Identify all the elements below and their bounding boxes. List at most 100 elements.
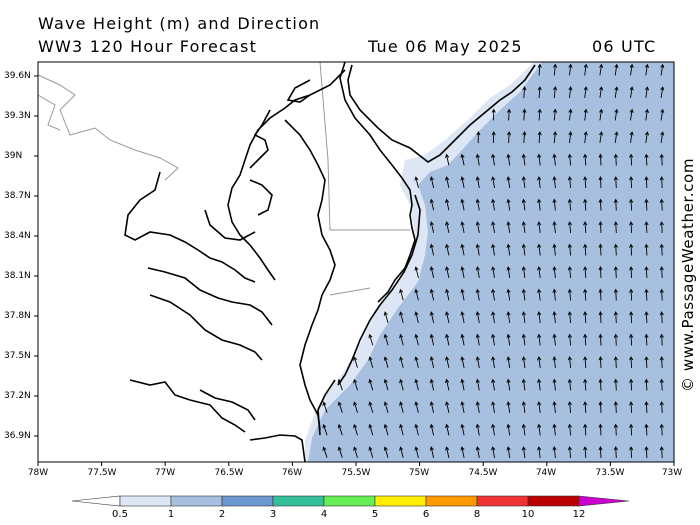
wave-arrow — [337, 378, 343, 391]
wave-arrow — [659, 356, 664, 369]
wave-arrow — [475, 423, 480, 436]
sea-wave-area — [308, 62, 674, 462]
wave-arrow — [614, 108, 619, 121]
wave-arrow — [567, 221, 572, 234]
wave-arrow — [629, 221, 634, 234]
colorbar-segment — [272, 495, 325, 507]
wave-arrow — [368, 446, 374, 458]
map-frame — [37, 61, 675, 463]
wave-arrow — [445, 423, 450, 436]
wave-arrow — [322, 401, 328, 413]
wave-arrow — [475, 333, 480, 346]
lat-label: 39N — [4, 151, 23, 161]
wave-arrow — [644, 176, 649, 189]
wave-arrow — [537, 378, 542, 391]
wave-arrow — [460, 423, 465, 436]
wave-arrow — [506, 243, 511, 256]
wave-arrow — [629, 176, 634, 189]
wave-arrow — [414, 288, 419, 301]
wave-arrow — [491, 221, 496, 233]
wave-arrow — [629, 333, 634, 346]
wave-arrow — [537, 333, 542, 346]
wave-arrow — [414, 266, 419, 278]
wave-direction-arrows — [322, 63, 665, 459]
wave-arrow — [368, 356, 374, 368]
wave-arrow — [322, 446, 328, 458]
wave-arrow — [445, 356, 450, 368]
wave-arrow — [598, 333, 603, 346]
wave-arrow — [613, 176, 618, 189]
wave-arrow — [567, 266, 572, 279]
wave-arrow — [598, 401, 603, 414]
wave-arrow — [506, 131, 512, 144]
wave-arrow — [583, 378, 588, 391]
wave-arrow — [414, 176, 419, 188]
wave-arrow — [629, 131, 634, 143]
axis-ticks — [34, 75, 675, 466]
lon-label: 73W — [661, 468, 683, 478]
wave-arrow — [614, 86, 619, 98]
wave-arrow — [644, 288, 649, 301]
wave-arrow — [475, 198, 480, 211]
wave-arrow — [598, 288, 603, 301]
wave-arrow — [613, 243, 618, 256]
wave-arrow — [521, 288, 526, 301]
wave-arrow — [552, 153, 557, 166]
lon-label: 75.5W — [341, 468, 371, 478]
wave-arrow — [614, 63, 619, 76]
wave-arrow — [598, 243, 603, 256]
wave-arrow — [583, 198, 588, 211]
lon-label: 76.5W — [214, 468, 244, 478]
wave-arrow — [552, 311, 557, 324]
wave-arrow — [613, 153, 618, 166]
wave-arrow — [599, 63, 604, 76]
wave-arrow — [399, 378, 404, 391]
wave-arrow — [644, 378, 649, 391]
wave-arrow — [322, 423, 328, 436]
wave-arrow — [644, 446, 649, 459]
wave-arrow — [552, 266, 557, 279]
wave-arrow — [552, 378, 557, 391]
wave-arrow — [583, 288, 588, 301]
wave-arrow — [629, 446, 634, 459]
colorbar-segment — [476, 495, 529, 507]
wave-arrow — [460, 311, 465, 323]
colorbar-segment — [221, 495, 274, 507]
lat-label: 38.7N — [4, 191, 31, 201]
wave-arrow — [460, 333, 465, 346]
wave-arrow — [460, 153, 465, 166]
wave-arrow — [506, 176, 511, 188]
wave-arrow — [552, 288, 557, 301]
wave-arrow — [522, 108, 527, 121]
wave-arrow — [644, 86, 650, 98]
wave-arrow — [429, 198, 435, 211]
lat-label: 37.8N — [4, 311, 31, 321]
wave-arrow — [445, 446, 450, 458]
wave-arrow — [353, 378, 358, 391]
wave-arrow — [491, 333, 496, 346]
wave-arrow — [644, 108, 650, 121]
wave-arrow — [644, 266, 649, 279]
wave-arrow — [629, 63, 634, 76]
wave-arrow — [629, 401, 634, 414]
wave-arrow — [475, 401, 480, 413]
wave-arrow — [445, 153, 450, 166]
wave-arrow — [553, 108, 558, 121]
wave-arrow — [429, 333, 435, 346]
wave-arrow — [383, 356, 389, 368]
wave-arrow — [567, 356, 572, 369]
wave-arrow — [368, 401, 374, 413]
wave-arrow — [659, 176, 664, 189]
wave-arrow — [475, 378, 480, 391]
wave-arrow — [613, 378, 618, 391]
wave-arrow — [644, 423, 649, 436]
wave-arrow — [659, 153, 664, 166]
wave-arrow — [598, 311, 603, 324]
wave-arrow — [598, 378, 603, 391]
lon-label: 75W — [408, 468, 430, 478]
wave-arrow — [613, 356, 618, 369]
wave-arrow — [445, 198, 450, 211]
colorbar — [71, 495, 630, 507]
wave-arrow — [629, 86, 634, 98]
